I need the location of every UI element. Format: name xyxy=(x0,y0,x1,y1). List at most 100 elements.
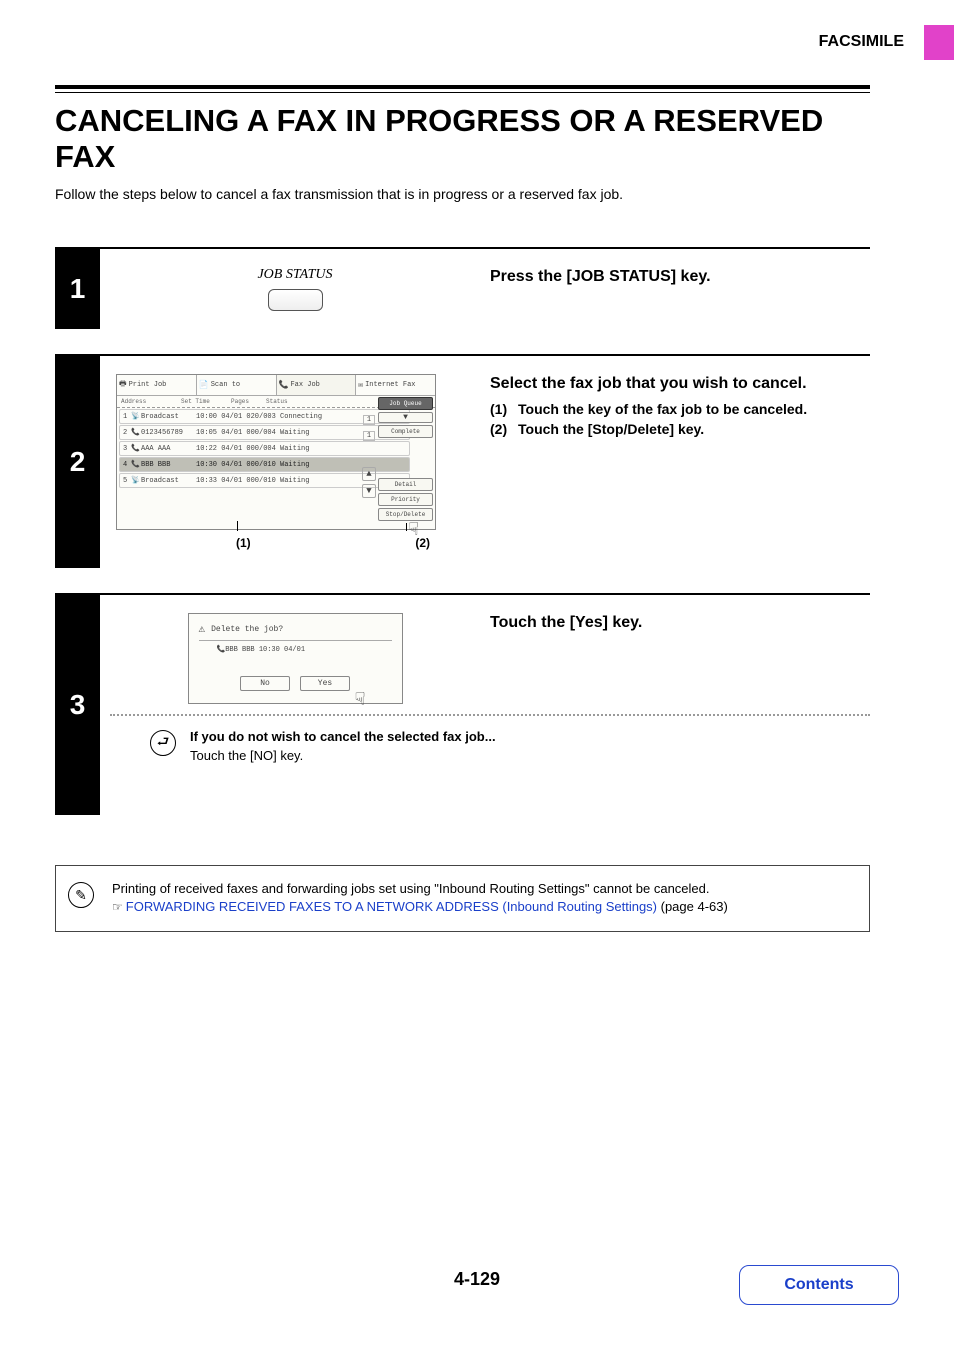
side-buttons: Job Queue ▼ Complete Detail Priority Sto… xyxy=(378,397,433,521)
step-2-sub-1: (1)Touch the key of the fax job to be ca… xyxy=(490,401,870,417)
delete-dialog: ⚠ Delete the job? 📞BBB BBB 10:30 04/01 N… xyxy=(188,613,403,704)
scroll-buttons: ▲ ▼ xyxy=(362,467,376,498)
pointer-hand-icon: ☟ xyxy=(408,519,419,541)
fax-job-screen: 🖶Print Job 📄Scan to 📞Fax Job ✉Internet F… xyxy=(116,374,436,530)
info-line1: Printing of received faxes and forwardin… xyxy=(112,880,728,898)
detail-button[interactable]: Detail xyxy=(378,478,433,491)
no-button[interactable]: No xyxy=(240,676,290,691)
col-pages: Pages xyxy=(231,398,266,405)
row-idx: 3 xyxy=(123,445,131,453)
step-2-sub-2: (2)Touch the [Stop/Delete] key. xyxy=(490,421,870,437)
job-queue-button[interactable]: Job Queue xyxy=(378,397,433,410)
row-name: BBB BBB xyxy=(141,461,196,469)
tab-ifax-label: Internet Fax xyxy=(365,381,415,389)
dialog-detail: 📞BBB BBB 10:30 04/01 xyxy=(199,645,392,654)
tab-print-job[interactable]: 🖶Print Job xyxy=(117,375,197,395)
sub2-text: Touch the [Stop/Delete] key. xyxy=(518,421,704,437)
dotted-separator xyxy=(110,714,870,716)
step-3: 3 ⚠ Delete the job? 📞BBB BBB 10:30 04/01… xyxy=(55,593,870,815)
step-3-heading: Touch the [Yes] key. xyxy=(490,613,870,634)
step-1-heading: Press the [JOB STATUS] key. xyxy=(490,267,870,288)
step-2-heading: Select the fax job that you wish to canc… xyxy=(490,374,870,395)
col-address: Address xyxy=(121,398,181,405)
info-line2: ☞FORWARDING RECEIVED FAXES TO A NETWORK … xyxy=(112,898,728,916)
broadcast-icon: 📡 xyxy=(131,412,141,421)
phone-icon: 📞 xyxy=(217,646,226,654)
broadcast-icon: 📡 xyxy=(131,476,141,485)
stop-delete-button[interactable]: Stop/Delete xyxy=(378,508,433,521)
row-name: 0123456789 xyxy=(141,429,196,437)
tab-scan-to[interactable]: 📄Scan to xyxy=(197,375,277,395)
print-icon: 🖶 xyxy=(119,378,127,392)
callout-1: (1) xyxy=(236,536,251,550)
tab-scan-label: Scan to xyxy=(211,381,240,389)
page-title: CANCELING A FAX IN PROGRESS OR A RESERVE… xyxy=(55,103,870,174)
pointer-hand-icon: ☟ xyxy=(355,689,366,711)
info-pageref: (page 4-63) xyxy=(657,899,728,914)
row-idx: 1 xyxy=(123,413,131,421)
phone-icon: 📞 xyxy=(131,460,141,469)
section-edge-tab xyxy=(924,25,954,60)
tab-fax-label: Fax Job xyxy=(290,381,319,389)
step-2-number: 2 xyxy=(55,356,100,568)
dialog-detail-text: BBB BBB 10:30 04/01 xyxy=(225,646,305,654)
contents-button[interactable]: Contents xyxy=(739,1265,899,1305)
row-name: Broadcast xyxy=(141,413,196,421)
rule-top-thick xyxy=(55,85,870,89)
col-settime: Set Time xyxy=(181,398,231,405)
job-status-label: JOB STATUS xyxy=(257,267,332,283)
job-status-key[interactable] xyxy=(268,289,323,311)
page-indicator-2: 1 xyxy=(363,431,375,441)
tab-print-label: Print Job xyxy=(129,381,167,389)
scan-icon: 📄 xyxy=(199,380,209,390)
step-3-note: ⮐ If you do not wish to cancel the selec… xyxy=(110,728,870,763)
page-body: CANCELING A FAX IN PROGRESS OR A RESERVE… xyxy=(55,85,870,932)
info-box: ✎ Printing of received faxes and forward… xyxy=(55,865,870,931)
row-idx: 4 xyxy=(123,461,131,469)
complete-button[interactable]: Complete xyxy=(378,425,433,438)
callout-line-2 xyxy=(406,523,407,531)
callout-labels: (1) (2) xyxy=(116,536,436,550)
tab-fax-job[interactable]: 📞Fax Job xyxy=(277,375,357,395)
row-idx: 5 xyxy=(123,477,131,485)
priority-button[interactable]: Priority xyxy=(378,493,433,506)
sub1-num: (1) xyxy=(490,401,518,417)
step-3-number: 3 xyxy=(55,595,100,815)
scroll-down-button[interactable]: ▼ xyxy=(362,484,376,498)
yes-button[interactable]: Yes xyxy=(300,676,350,691)
swap-button[interactable]: ▼ xyxy=(378,412,433,423)
phone-icon: 📞 xyxy=(131,444,141,453)
row-name: AAA AAA xyxy=(141,445,196,453)
ifax-icon: ✉ xyxy=(358,380,363,390)
row-name: Broadcast xyxy=(141,477,196,485)
page-indicator-1: 1 xyxy=(363,415,375,425)
row-idx: 2 xyxy=(123,429,131,437)
step-1-number: 1 xyxy=(55,249,100,329)
note-body: Touch the [NO] key. xyxy=(190,748,496,763)
screen-tabs: 🖶Print Job 📄Scan to 📞Fax Job ✉Internet F… xyxy=(117,375,435,396)
step-1: 1 JOB STATUS Press the [JOB STATUS] key. xyxy=(55,247,870,329)
row-rest: 10:22 04/01 000/004 Waiting xyxy=(196,445,406,453)
callout-line-1 xyxy=(237,521,238,531)
intro-text: Follow the steps below to cancel a fax t… xyxy=(55,186,870,202)
sub2-num: (2) xyxy=(490,421,518,437)
step-2: 2 🖶Print Job 📄Scan to 📞Fax Job ✉Internet… xyxy=(55,354,870,568)
rule-top-thin xyxy=(55,92,870,93)
pointer-icon: ☞ xyxy=(112,900,123,914)
job-row[interactable]: 3📞AAA AAA10:22 04/01 000/004 Waiting xyxy=(119,441,410,456)
phone-icon: 📞 xyxy=(131,428,141,437)
info-link[interactable]: FORWARDING RECEIVED FAXES TO A NETWORK A… xyxy=(126,899,657,914)
tab-internet-fax[interactable]: ✉Internet Fax xyxy=(356,375,435,395)
return-icon: ⮐ xyxy=(150,730,176,756)
fax-icon: 📞 xyxy=(279,380,289,390)
info-text: Printing of received faxes and forwardin… xyxy=(112,880,728,916)
note-heading: If you do not wish to cancel the selecte… xyxy=(190,729,496,744)
warning-icon: ⚠ xyxy=(199,622,206,636)
note-icon: ✎ xyxy=(68,882,94,908)
dialog-question-row: ⚠ Delete the job? xyxy=(199,622,392,641)
sub1-text: Touch the key of the fax job to be cance… xyxy=(518,401,807,417)
note-text-block: If you do not wish to cancel the selecte… xyxy=(190,728,496,763)
section-header: FACSIMILE xyxy=(819,33,904,51)
scroll-up-button[interactable]: ▲ xyxy=(362,467,376,481)
dialog-question: Delete the job? xyxy=(211,625,283,634)
